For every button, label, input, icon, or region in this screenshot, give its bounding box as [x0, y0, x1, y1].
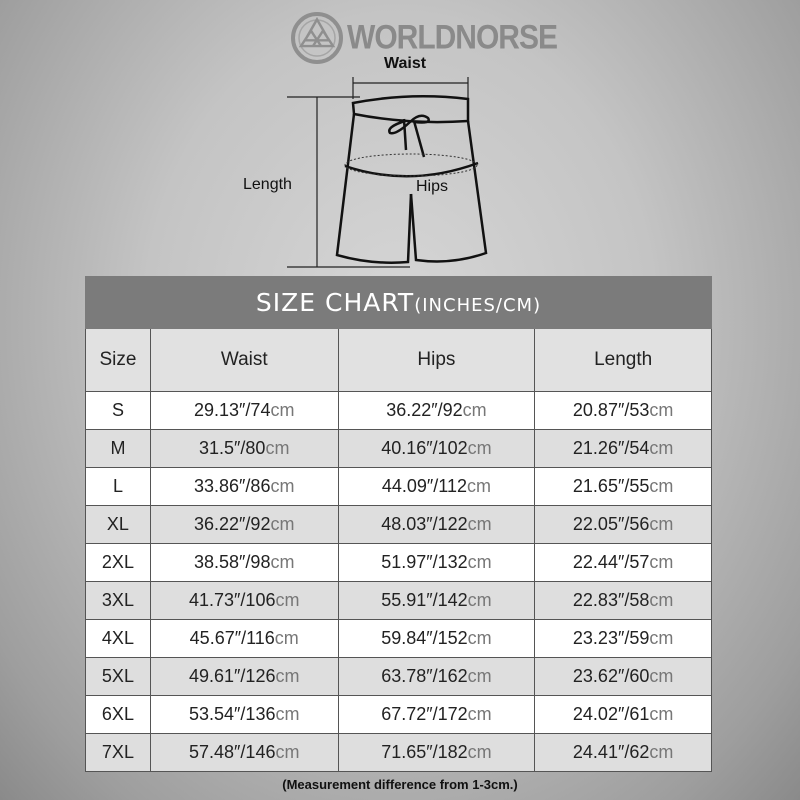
measurement-note: (Measurement difference from 1-3cm.): [282, 777, 518, 792]
cell-size: 4XL: [85, 619, 151, 658]
waist-label: Waist: [384, 55, 427, 72]
cell-length: 24.02″/61cm: [534, 695, 712, 734]
cell-hips: 40.16″/102cm: [337, 429, 536, 468]
table-row: 4XL 45.67″/116cm 59.84″/152cm 23.23″/59cm: [85, 619, 712, 658]
hips-label: Hips: [416, 178, 449, 195]
cell-waist: 45.67″/116cm: [149, 619, 339, 658]
hips-measure-line: [344, 153, 478, 177]
cell-size: 2XL: [85, 543, 151, 582]
table-row: 5XL 49.61″/126cm 63.78″/162cm 23.62″/60cm: [85, 657, 712, 696]
cell-size: 6XL: [85, 695, 151, 734]
cell-size: 7XL: [85, 733, 151, 772]
table-row: 2XL 38.58″/98cm 51.97″/132cm 22.44″/57cm: [85, 543, 712, 582]
cell-waist: 38.58″/98cm: [149, 543, 339, 582]
cell-size: XL: [85, 505, 151, 544]
cell-length: 21.26″/54cm: [534, 429, 712, 468]
cell-length: 22.83″/58cm: [534, 581, 712, 620]
cell-size: L: [85, 467, 151, 506]
table-row: 7XL 57.48″/146cm 71.65″/182cm 24.41″/62cm: [85, 733, 712, 772]
cell-waist: 53.54″/136cm: [149, 695, 339, 734]
size-chart-table: SIZE CHART(INCHES/CM) Size Waist Hips Le…: [85, 276, 712, 772]
cell-size: 3XL: [85, 581, 151, 620]
cell-hips: 67.72″/172cm: [337, 695, 536, 734]
length-label: Length: [243, 176, 292, 193]
header-waist: Waist: [149, 328, 339, 392]
cell-hips: 48.03″/122cm: [337, 505, 536, 544]
cell-hips: 63.78″/162cm: [337, 657, 536, 696]
cell-waist: 29.13″/74cm: [149, 391, 339, 430]
cell-size: S: [85, 391, 151, 430]
table-row: L 33.86″/86cm 44.09″/112cm 21.65″/55cm: [85, 467, 712, 506]
shorts-diagram: [287, 77, 488, 268]
cell-length: 24.41″/62cm: [534, 733, 712, 772]
cell-length: 22.05″/56cm: [534, 505, 712, 544]
cell-hips: 55.91″/142cm: [337, 581, 536, 620]
brand-name: WORLDNORSE: [347, 18, 558, 57]
valknut-emblem-icon: [291, 12, 343, 64]
cell-hips: 59.84″/152cm: [337, 619, 536, 658]
cell-hips: 44.09″/112cm: [337, 467, 536, 506]
cell-waist: 41.73″/106cm: [149, 581, 339, 620]
cell-hips: 51.97″/132cm: [337, 543, 536, 582]
cell-hips: 71.65″/182cm: [337, 733, 536, 772]
cell-length: 23.23″/59cm: [534, 619, 712, 658]
table-row: S 29.13″/74cm 36.22″/92cm 20.87″/53cm: [85, 391, 712, 430]
cell-hips: 36.22″/92cm: [337, 391, 536, 430]
cell-length: 21.65″/55cm: [534, 467, 712, 506]
table-title: SIZE CHART(INCHES/CM): [85, 276, 712, 329]
cell-waist: 31.5″/80cm: [149, 429, 339, 468]
shorts-outline: [335, 95, 488, 264]
header-length: Length: [534, 328, 712, 392]
table-row: 6XL 53.54″/136cm 67.72″/172cm 24.02″/61cm: [85, 695, 712, 734]
cell-length: 20.87″/53cm: [534, 391, 712, 430]
cell-waist: 36.22″/92cm: [149, 505, 339, 544]
table-row: 3XL 41.73″/106cm 55.91″/142cm 22.83″/58cm: [85, 581, 712, 620]
cell-waist: 57.48″/146cm: [149, 733, 339, 772]
cell-length: 22.44″/57cm: [534, 543, 712, 582]
cell-waist: 49.61″/126cm: [149, 657, 339, 696]
brand-logo: WORLDNORSE: [291, 12, 558, 64]
table-row: XL 36.22″/92cm 48.03″/122cm 22.05″/56cm: [85, 505, 712, 544]
table-row: M 31.5″/80cm 40.16″/102cm 21.26″/54cm: [85, 429, 712, 468]
cell-waist: 33.86″/86cm: [149, 467, 339, 506]
cell-size: M: [85, 429, 151, 468]
header-size: Size: [85, 328, 151, 392]
cell-size: 5XL: [85, 657, 151, 696]
cell-length: 23.62″/60cm: [534, 657, 712, 696]
header-hips: Hips: [337, 328, 536, 392]
